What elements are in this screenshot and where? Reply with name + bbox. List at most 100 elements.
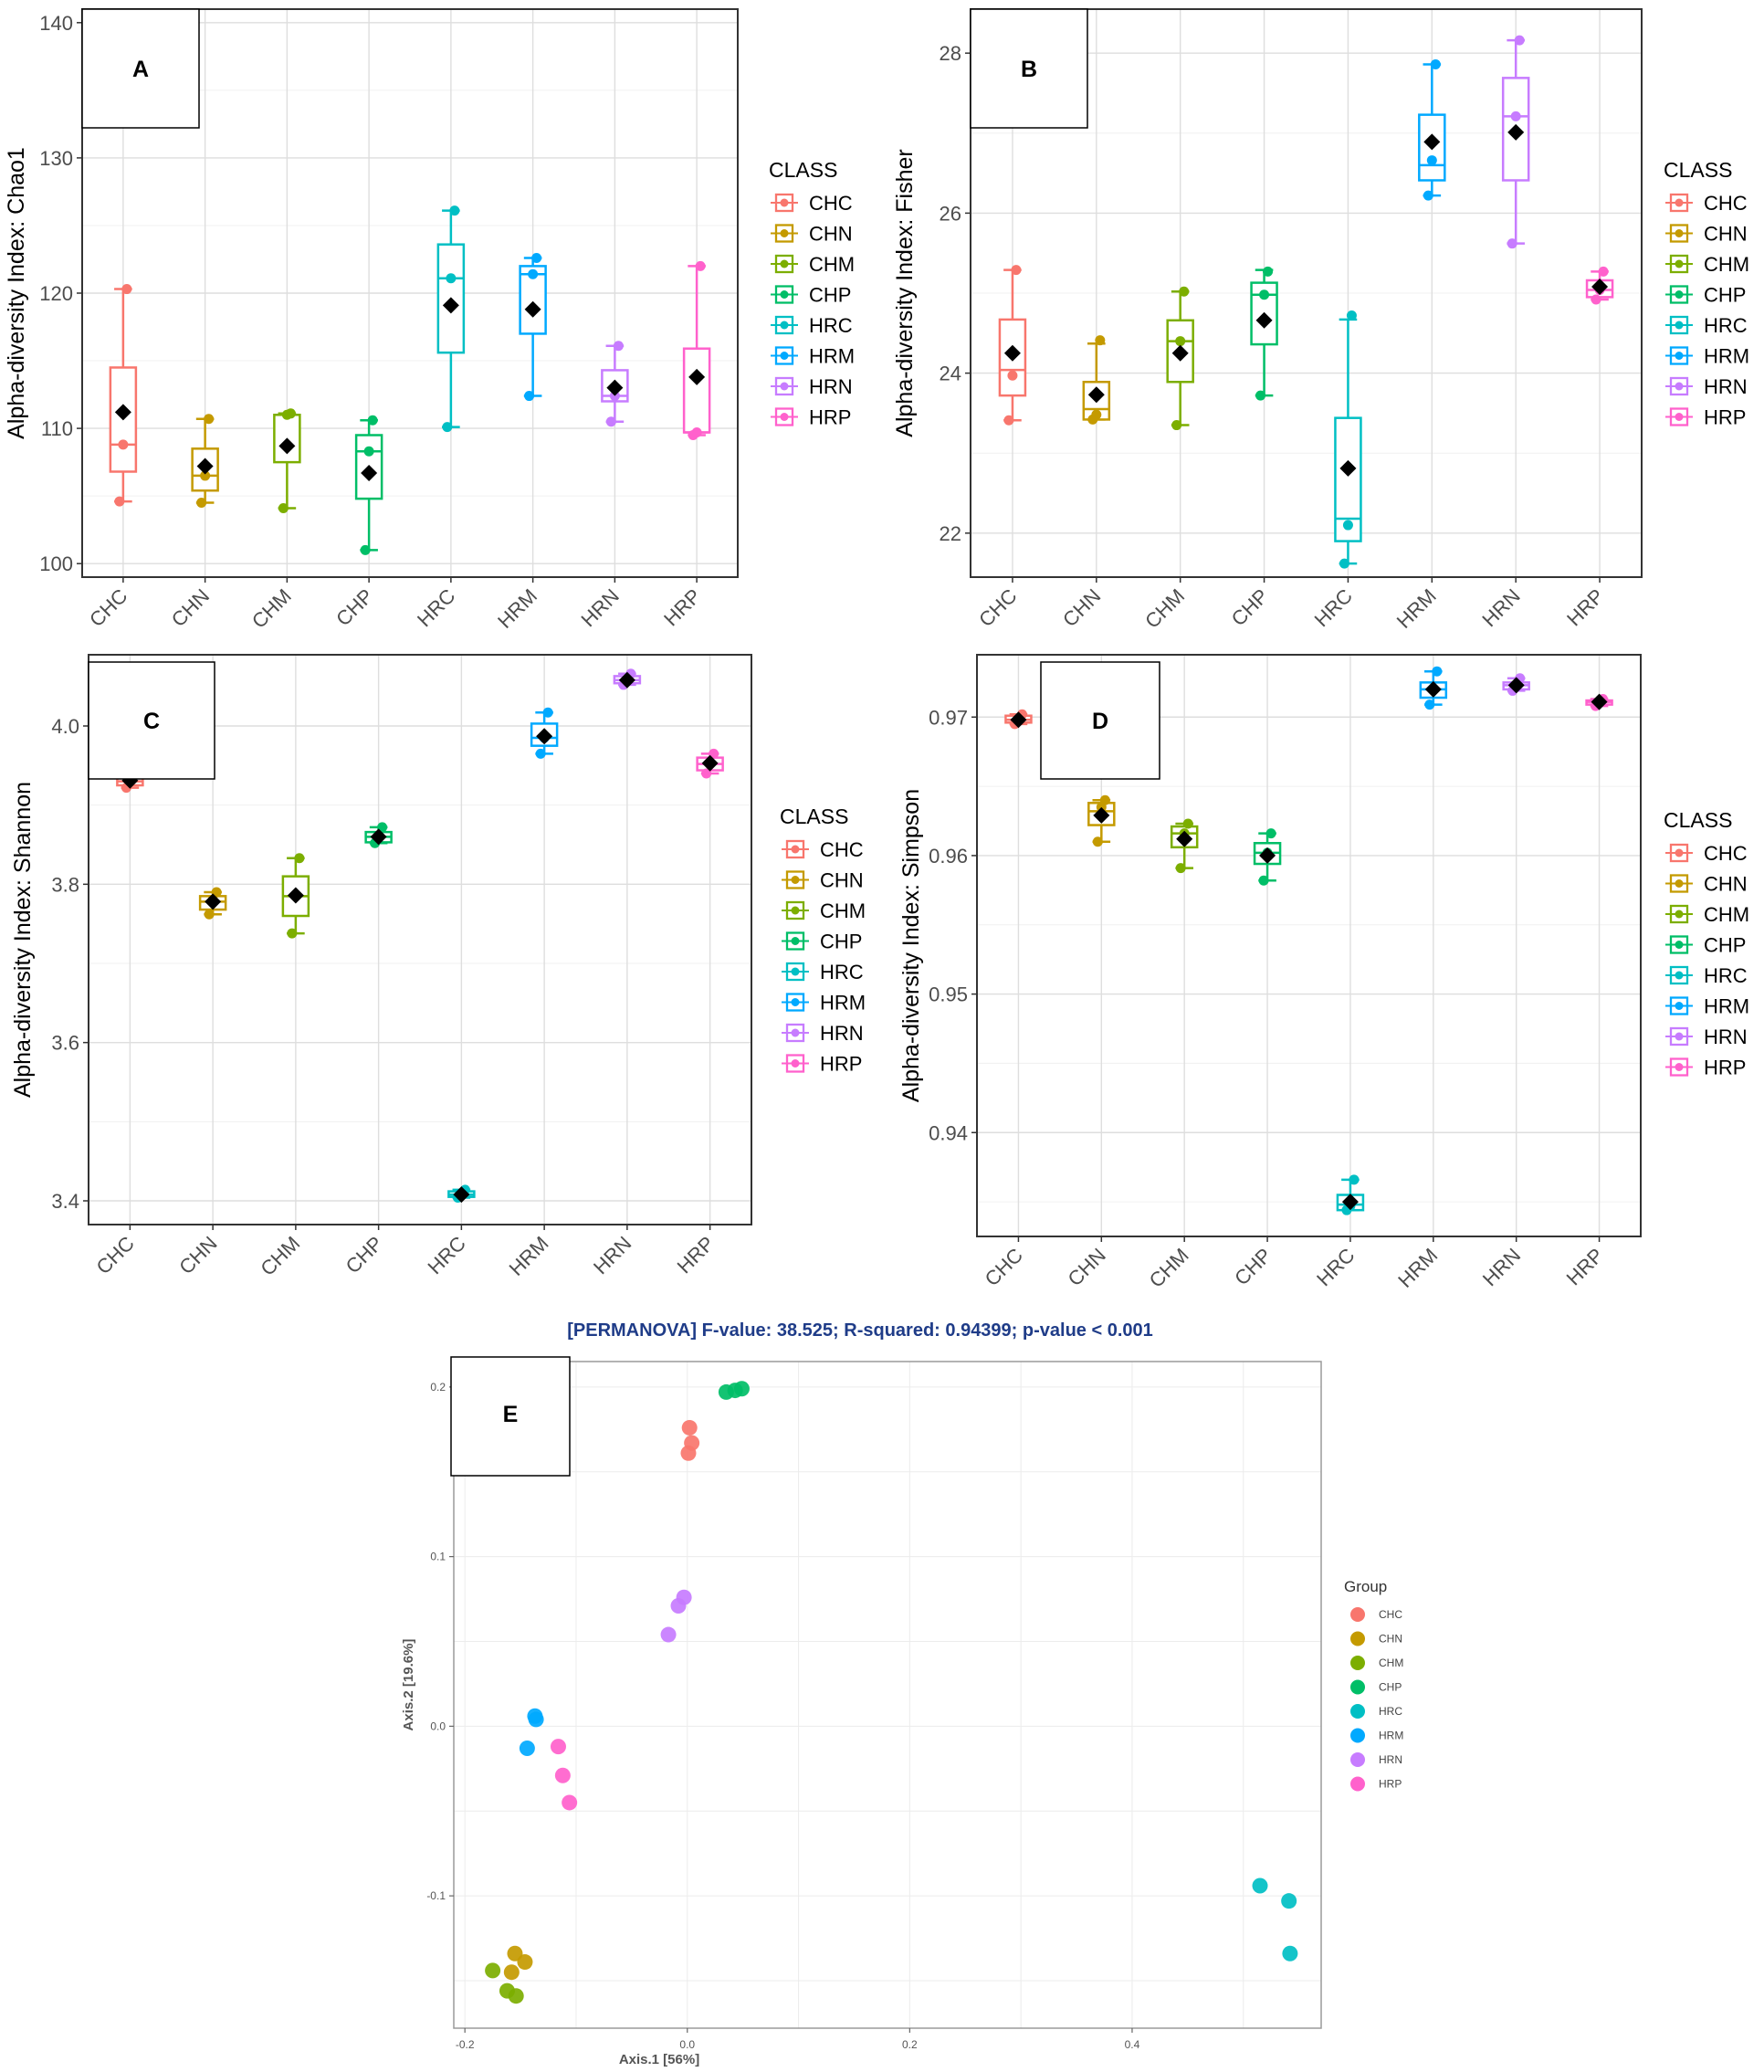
legend-key-dot — [780, 229, 789, 237]
panel-label-box — [88, 661, 215, 780]
legend-item-chc: CHC — [771, 192, 853, 215]
data-point — [1339, 558, 1349, 569]
panel-label: C — [143, 709, 160, 734]
legend-item-chp: CHP — [782, 931, 862, 953]
legend-label: HRM — [820, 992, 866, 1015]
series-chc — [680, 1419, 700, 1461]
legend-label: HRN — [809, 375, 853, 398]
x-tick-label: CHN — [167, 584, 214, 631]
legend-item-chp: CHP — [1665, 934, 1746, 957]
box-hrn — [613, 668, 642, 690]
legend-key-dot — [1675, 971, 1684, 980]
box-hrm — [519, 252, 547, 402]
x-tick-label: HRM — [493, 584, 541, 633]
mean-marker — [205, 893, 222, 910]
panel-label: D — [1092, 709, 1108, 734]
data-point — [360, 544, 371, 555]
y-tick-label: 0.97 — [929, 706, 968, 729]
data-point — [1092, 836, 1103, 847]
x-tick-label: 0.4 — [1125, 2038, 1140, 2051]
data-point — [1265, 828, 1276, 839]
x-tick-label: HRP — [673, 1232, 719, 1278]
legend-label: HRN — [1704, 1025, 1748, 1048]
legend-key-dot — [780, 352, 789, 360]
box-chm — [273, 408, 301, 513]
data-point — [1003, 415, 1014, 426]
y-tick-label: 26 — [940, 202, 961, 225]
legend-key-dot — [780, 382, 789, 391]
legend-item-chp: CHP — [1665, 284, 1746, 307]
legend-label: HRP — [809, 406, 851, 429]
legend-key-dot — [1675, 382, 1684, 391]
data-point — [1099, 794, 1110, 805]
legend-key-dot — [1675, 910, 1684, 919]
panel-label: E — [503, 1402, 519, 1427]
box-chc — [1004, 709, 1033, 730]
mean-marker — [442, 297, 459, 314]
legend-key-dot — [1675, 321, 1684, 330]
x-tick-label: HRP — [1562, 584, 1609, 631]
mean-marker — [1339, 459, 1357, 477]
legend-key-dot — [791, 967, 800, 976]
legend-item-chm: CHM — [1350, 1656, 1403, 1670]
legend-label: CHP — [809, 284, 851, 307]
mean-marker — [1591, 278, 1609, 295]
legend-item-hrp: HRP — [771, 406, 851, 429]
box-rect — [519, 265, 547, 335]
legend-item-hrn: HRN — [1665, 375, 1748, 398]
y-tick-label: 4.0 — [51, 715, 79, 738]
plot-border — [976, 654, 1642, 1237]
x-tick-label: HRC — [1312, 1244, 1359, 1290]
legend-key-dot — [1675, 259, 1684, 268]
legend-key-dot — [1675, 198, 1684, 207]
data-point — [531, 252, 542, 263]
mean-marker — [1176, 830, 1193, 847]
mean-marker — [1087, 386, 1105, 404]
box-hrc — [1334, 310, 1362, 569]
data-point — [367, 415, 378, 426]
legend: CLASS CHC CHN CHM CHP HRC HRM HRN HRP — [780, 805, 866, 1076]
legend-label: CHM — [1704, 903, 1749, 926]
legend-label: CHM — [809, 253, 855, 276]
legend-item-hrp: HRP — [1350, 1776, 1402, 1792]
mean-marker — [287, 887, 304, 904]
legend-label: HRC — [1379, 1705, 1402, 1718]
x-tick-label: CHN — [174, 1232, 221, 1278]
legend-item-hrn: HRN — [1665, 1025, 1748, 1048]
mean-marker — [196, 458, 214, 475]
legend-item-chm: CHM — [771, 253, 855, 276]
plot-border — [970, 8, 1643, 578]
data-point — [1342, 520, 1353, 531]
y-tick-label: 22 — [940, 522, 961, 545]
legend-key-dot — [791, 876, 800, 884]
x-tick-label: CHC — [92, 1232, 139, 1278]
mean-marker — [536, 728, 553, 745]
box-hrp — [682, 260, 711, 440]
x-tick-label: HRN — [1477, 584, 1524, 631]
data-point — [1091, 409, 1102, 420]
box-hrc — [436, 205, 466, 433]
legend-label: CHN — [820, 869, 864, 892]
data-point — [508, 1988, 524, 2004]
data-point — [442, 422, 453, 433]
y-tick-label: 120 — [39, 282, 73, 305]
legend-label: HRP — [1379, 1778, 1402, 1791]
box-chn — [1087, 794, 1116, 847]
y-tick-label: 140 — [39, 12, 73, 35]
x-tick-label: 0.0 — [679, 2038, 695, 2051]
legend-label: HRC — [1704, 314, 1748, 337]
box-rect — [682, 347, 711, 434]
legend-key-dot — [1675, 229, 1684, 237]
y-tick-label: 0.94 — [929, 1121, 968, 1144]
mean-marker — [1003, 344, 1021, 362]
panel-label-box — [81, 8, 200, 129]
y-tick-label: 130 — [39, 147, 73, 170]
data-point — [1591, 294, 1601, 305]
data-point — [1507, 238, 1517, 249]
legend-item-hrc: HRC — [1665, 314, 1748, 337]
legend-key-dot — [1675, 1002, 1684, 1010]
legend-label: HRM — [1704, 995, 1749, 1018]
legend-item-chm: CHM — [782, 899, 866, 922]
box-hrn — [601, 341, 629, 427]
